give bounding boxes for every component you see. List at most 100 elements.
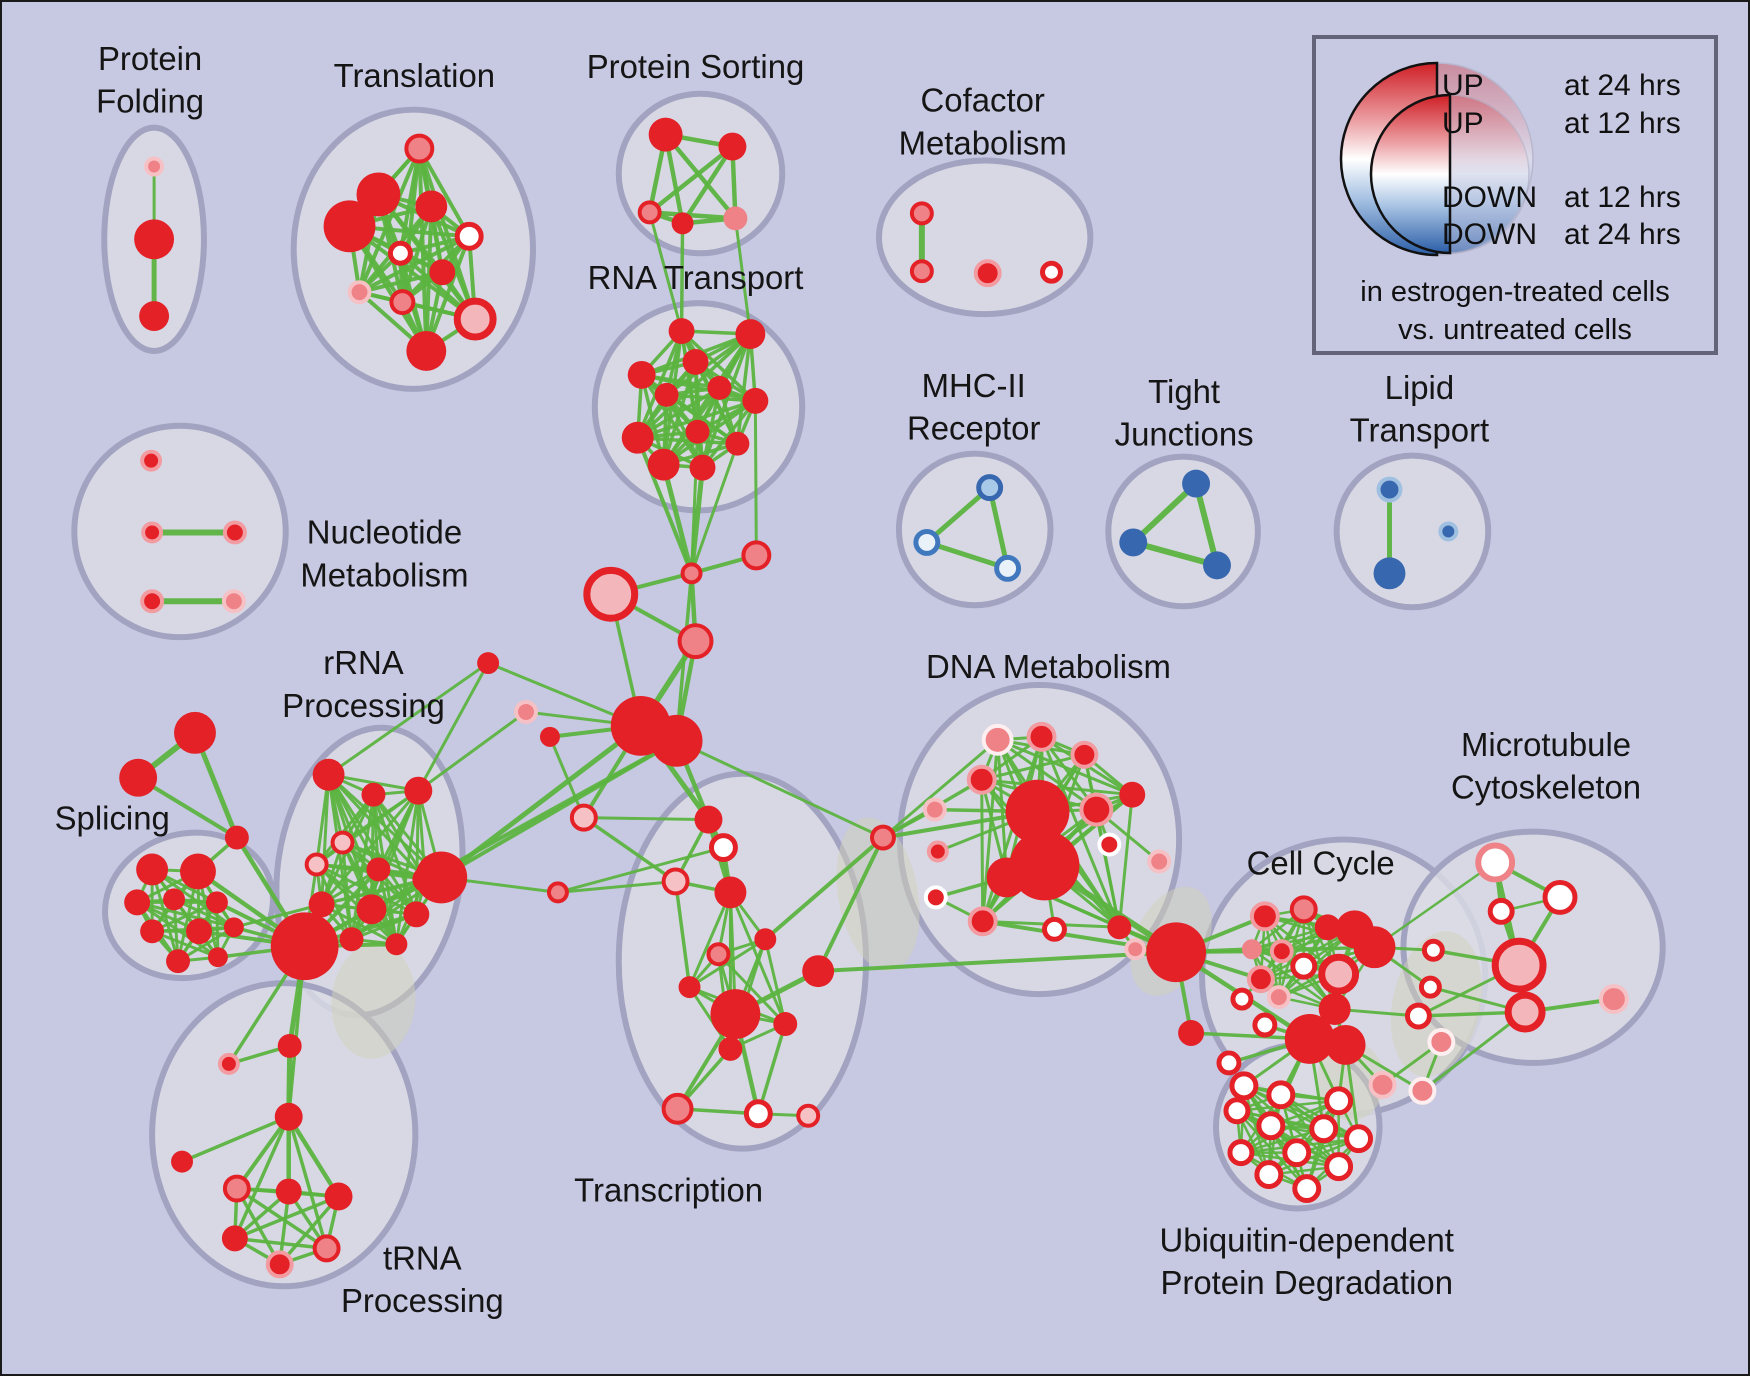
gene-node-lp1 [1376, 476, 1403, 503]
network-edge [980, 778, 985, 923]
gene-node-tx3 [661, 867, 690, 896]
gene-node-mt1 [1475, 842, 1516, 883]
cluster-overlap-tints [331, 817, 1482, 1121]
gene-node-tn2 [274, 1102, 303, 1131]
network-edge [635, 386, 722, 440]
network-edge [1094, 808, 1121, 929]
cluster-label-cell-cycle: Cell Cycle [1247, 844, 1395, 881]
cluster-ellipse-mhc-ii-receptor [895, 450, 1054, 609]
gene-node-pf1 [144, 156, 165, 177]
gene-node-rr9 [308, 891, 335, 918]
cluster-ellipse-trna-processing [149, 980, 419, 1290]
network-edge [376, 867, 398, 946]
network-edge [816, 950, 1179, 974]
network-edge [327, 661, 490, 777]
network-edge [987, 485, 1011, 571]
cluster-label-rna-transport: RNA Transport [588, 259, 804, 296]
gene-node-cc9 [1318, 953, 1360, 995]
gene-node-cf2 [909, 259, 934, 284]
network-edge [700, 399, 758, 470]
gene-node-tn8 [265, 1250, 294, 1279]
gene-node-tr9 [389, 289, 416, 316]
gene-node-dn11 [986, 857, 1027, 898]
network-edge [1040, 735, 1121, 929]
network-edge [753, 399, 758, 557]
cluster-label-dna-metabolism: DNA Metabolism [926, 648, 1171, 685]
gene-node-rna10 [725, 431, 750, 456]
cluster-label-mhc-ii-receptor: Receptor [907, 410, 1041, 447]
gene-node-tr4 [415, 190, 448, 223]
legend-inner-half-icon [1369, 93, 1452, 255]
network-edge [733, 216, 752, 336]
cluster-label-trna-processing: tRNA [383, 1239, 462, 1276]
gene-node-ps3 [637, 200, 662, 225]
gene-node-tn3 [222, 1174, 251, 1203]
gene-node-mt10 [1427, 1028, 1456, 1056]
network-edge [357, 270, 445, 295]
gene-node-cc2 [1289, 895, 1318, 924]
network-edge [763, 835, 885, 942]
network-edge [639, 373, 758, 403]
network-edge [690, 442, 739, 575]
cluster-label-protein-folding: Protein [98, 40, 202, 77]
network-edge [635, 329, 684, 440]
gene-node-sp8 [223, 917, 244, 938]
cluster-ellipse-cofactor-metabolism [875, 157, 1094, 318]
network-edge [416, 661, 490, 793]
gene-node-dn14 [1042, 916, 1067, 942]
gene-node-rna9 [685, 419, 710, 444]
overlap-tint-3 [1390, 931, 1482, 1077]
gene-node-tr3 [323, 200, 376, 253]
gene-node-cc10 [1246, 965, 1275, 994]
network-edge [1130, 480, 1200, 546]
gene-node-pf2 [134, 219, 175, 260]
gene-node-cf1 [909, 201, 934, 226]
cluster-label-protein-folding: Folding [96, 83, 204, 120]
network-edge [647, 210, 738, 221]
gene-node-tn4 [275, 1178, 302, 1205]
network-edge [232, 902, 324, 929]
gene-node-mt3 [1487, 897, 1515, 925]
gene-node-tr6 [387, 240, 413, 266]
gene-node-dn2 [1026, 721, 1057, 752]
legend-ring-icon [1339, 61, 1534, 257]
network-edge [233, 1194, 341, 1241]
gene-node-rna4 [627, 360, 656, 389]
cluster-label-transcription: Transcription [574, 1172, 763, 1209]
gene-node-sp7 [186, 918, 212, 945]
gene-node-rna12 [689, 454, 716, 481]
gene-node-rr1 [312, 758, 345, 791]
network-edge [735, 332, 753, 446]
gene-node-lx1 [569, 803, 598, 832]
cluster-label-protein-sorting: Protein Sorting [587, 48, 805, 85]
gene-node-sp2 [180, 853, 216, 890]
gene-node-mt4 [1421, 938, 1445, 962]
gene-node-nu4 [140, 589, 165, 614]
gene-node-ub6 [1309, 1114, 1339, 1144]
gene-node-tr1 [404, 133, 435, 164]
gene-node-rna7 [742, 387, 769, 414]
gene-node-cf4 [1040, 260, 1063, 284]
cluster-label-lipid-transport: Lipid [1385, 369, 1455, 406]
gene-node-s0c [224, 825, 249, 850]
gene-node-rna2 [735, 319, 766, 349]
gene-node-ub5 [1256, 1111, 1286, 1141]
gene-node-ub7 [1344, 1124, 1374, 1154]
network-edge [172, 897, 236, 929]
network-edge [763, 937, 787, 1026]
gene-node-rr11 [403, 901, 430, 928]
gene-node-s0b [119, 758, 158, 797]
overlap-tint-0 [836, 817, 920, 972]
gene-node-dn12 [923, 885, 948, 910]
cluster-label-microtubule-cytoskeleton: Cytoskeleton [1451, 769, 1641, 806]
network-edge [1117, 793, 1134, 929]
gene-node-mh1 [976, 474, 1004, 502]
gene-node-mh3 [994, 554, 1022, 582]
cluster-label-lipid-transport: Transport [1350, 412, 1490, 449]
gene-node-c4 [677, 623, 714, 660]
network-edge [661, 462, 695, 576]
network-edge [1420, 1010, 1527, 1093]
legend-direction-label: DOWN [1442, 218, 1537, 251]
network-edge [320, 773, 331, 906]
